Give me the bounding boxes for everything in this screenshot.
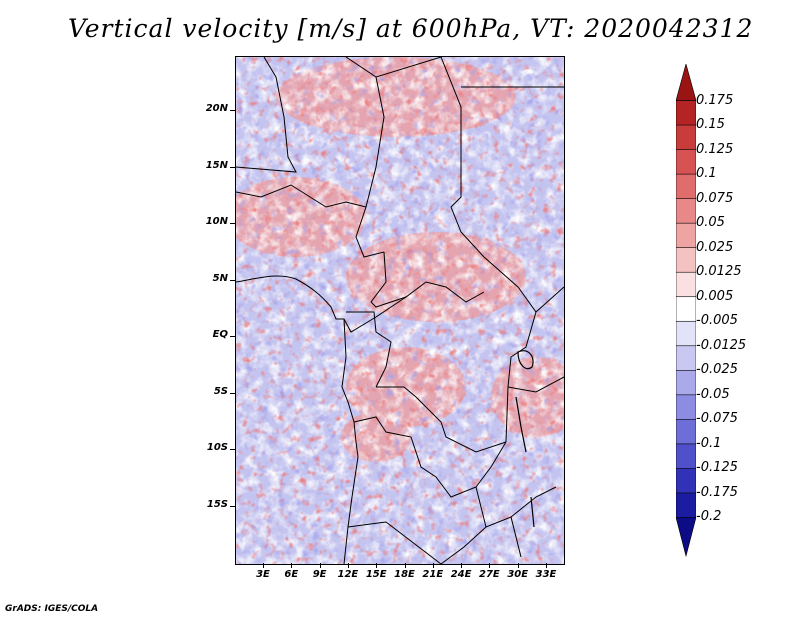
colorbar bbox=[676, 64, 696, 564]
colorbar-segment bbox=[676, 174, 696, 199]
colorbar-segment bbox=[676, 223, 696, 248]
lat-tick-label: 15S bbox=[188, 499, 228, 510]
lat-tick-label: 20N bbox=[188, 103, 228, 114]
chart-title: Vertical velocity [m/s] at 600hPa, VT: 2… bbox=[0, 14, 800, 43]
colorbar-label: -0.075 bbox=[696, 411, 738, 426]
lat-tick-label: 10S bbox=[188, 442, 228, 453]
lon-tick-mark bbox=[348, 563, 349, 568]
lat-tick-mark bbox=[230, 110, 235, 111]
colorbar-segment bbox=[676, 346, 696, 371]
lon-tick-mark bbox=[320, 563, 321, 568]
vertical-velocity-field bbox=[236, 57, 564, 564]
map-panel bbox=[235, 56, 565, 565]
colorbar-segment bbox=[676, 125, 696, 150]
lat-tick-mark bbox=[230, 223, 235, 224]
colorbar-segment bbox=[676, 419, 696, 444]
colorbar-label: -0.1 bbox=[696, 436, 721, 451]
colorbar-label: 0.05 bbox=[696, 215, 725, 230]
colorbar-label: 0.125 bbox=[696, 142, 733, 157]
colorbar-label: -0.05 bbox=[696, 387, 730, 402]
colorbar-segment bbox=[676, 199, 696, 224]
lat-tick-mark bbox=[230, 280, 235, 281]
lon-tick-label: 24E bbox=[446, 569, 476, 580]
colorbar-segment bbox=[676, 297, 696, 322]
lon-tick-label: 15E bbox=[361, 569, 391, 580]
lon-tick-label: 33E bbox=[531, 569, 561, 580]
colorbar-segment bbox=[676, 321, 696, 346]
credit-text: GrADS: IGES/COLA bbox=[5, 604, 98, 614]
colorbar-segment bbox=[676, 395, 696, 420]
lat-tick-mark bbox=[230, 449, 235, 450]
lat-tick-mark bbox=[230, 506, 235, 507]
lat-tick-label: 5N bbox=[188, 273, 228, 284]
colorbar-label: 0.025 bbox=[696, 240, 733, 255]
colorbar-segment bbox=[676, 517, 696, 556]
colorbar-label: 0.0125 bbox=[696, 264, 742, 279]
lon-tick-label: 18E bbox=[390, 569, 420, 580]
colorbar-segment bbox=[676, 272, 696, 297]
lon-tick-label: 21E bbox=[418, 569, 448, 580]
lon-tick-mark bbox=[376, 563, 377, 568]
colorbar-label: -0.2 bbox=[696, 509, 721, 524]
lon-tick-mark bbox=[518, 563, 519, 568]
lat-tick-label: 15N bbox=[188, 160, 228, 171]
lon-tick-mark bbox=[263, 563, 264, 568]
colorbar-segment bbox=[676, 370, 696, 395]
colorbar-label: 0.005 bbox=[696, 289, 733, 304]
colorbar-label: -0.175 bbox=[696, 485, 738, 500]
lat-tick-mark bbox=[230, 336, 235, 337]
colorbar-label: 0.15 bbox=[696, 117, 725, 132]
lat-tick-mark bbox=[230, 167, 235, 168]
lon-tick-label: 30E bbox=[503, 569, 533, 580]
lat-tick-label: 10N bbox=[188, 216, 228, 227]
colorbar-segment bbox=[676, 444, 696, 469]
colorbar-segment bbox=[676, 150, 696, 175]
lon-tick-mark bbox=[291, 563, 292, 568]
colorbar-label: -0.005 bbox=[696, 313, 738, 328]
lon-tick-label: 3E bbox=[248, 569, 278, 580]
colorbar-label: 0.1 bbox=[696, 166, 717, 181]
colorbar-segment bbox=[676, 64, 696, 101]
colorbar-label: -0.125 bbox=[696, 460, 738, 475]
colorbar-label: 0.075 bbox=[696, 191, 733, 206]
lon-tick-label: 12E bbox=[333, 569, 363, 580]
lon-tick-label: 6E bbox=[276, 569, 306, 580]
colorbar-segment bbox=[676, 493, 696, 518]
colorbar-segment bbox=[676, 248, 696, 273]
colorbar-segment bbox=[676, 101, 696, 126]
colorbar-segment bbox=[676, 468, 696, 493]
lon-tick-label: 9E bbox=[305, 569, 335, 580]
lon-tick-label: 27E bbox=[474, 569, 504, 580]
lon-tick-mark bbox=[546, 563, 547, 568]
lon-tick-mark bbox=[489, 563, 490, 568]
lon-tick-mark bbox=[461, 563, 462, 568]
colorbar-label: -0.0125 bbox=[696, 338, 746, 353]
lon-tick-mark bbox=[405, 563, 406, 568]
lat-tick-label: EQ bbox=[188, 329, 228, 340]
lat-tick-label: 5S bbox=[188, 386, 228, 397]
lat-tick-mark bbox=[230, 393, 235, 394]
colorbar-label: -0.025 bbox=[696, 362, 738, 377]
colorbar-label: 0.175 bbox=[696, 93, 733, 108]
lon-tick-mark bbox=[433, 563, 434, 568]
